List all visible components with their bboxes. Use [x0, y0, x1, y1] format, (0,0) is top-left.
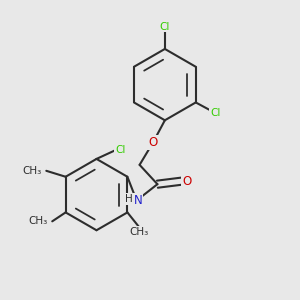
Text: Cl: Cl	[115, 145, 125, 155]
Text: Cl: Cl	[160, 22, 170, 32]
Text: CH₃: CH₃	[22, 166, 42, 176]
Text: O: O	[182, 175, 191, 188]
Text: Cl: Cl	[210, 108, 220, 118]
Text: N: N	[134, 194, 142, 207]
Text: O: O	[148, 136, 158, 149]
Text: CH₃: CH₃	[130, 227, 149, 237]
Text: CH₃: CH₃	[28, 216, 48, 226]
Text: H: H	[125, 194, 133, 204]
